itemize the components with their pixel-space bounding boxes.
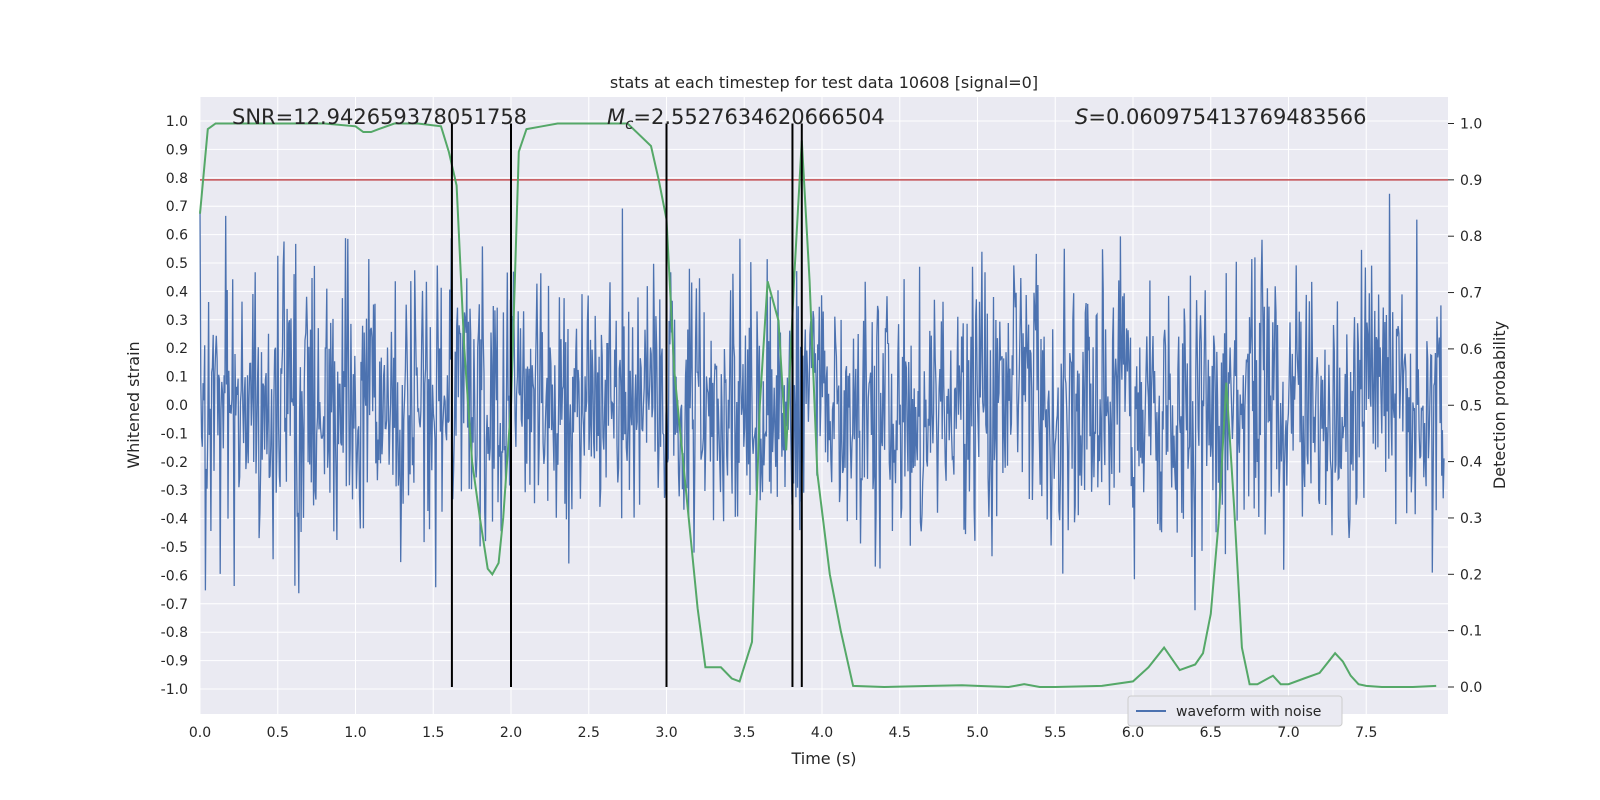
x-tick-label: 7.5 [1355,725,1377,741]
y-tick-label: 0.9 [166,142,188,158]
s-annotation: S=0.060975413769483566 [1075,105,1366,129]
chirp-mass-symbol: M [607,105,625,129]
y-tick-label: -0.5 [161,540,188,556]
y-tick-label: 0.3 [166,313,188,329]
chirp-mass-subscript: c [625,115,634,133]
y-tick-label: -0.9 [161,654,188,670]
y-axis-label: Whitened strain [124,341,143,468]
y-tick-label: 0.4 [166,284,188,300]
legend: waveform with noise [1127,695,1343,727]
y-tick-label: -0.3 [161,483,188,499]
y-right-tick-label: 0.1 [1460,624,1482,640]
y-right-tick-label: 0.0 [1460,680,1482,696]
y-tick-label: -0.2 [161,455,188,471]
y-right-tick-label: 0.3 [1460,511,1482,527]
s-value: =0.060975413769483566 [1088,105,1366,129]
chirp-mass-value: =2.5527634620666504 [633,105,884,129]
y-right-tick-label: 0.5 [1460,398,1482,414]
x-tick-label: 5.0 [966,725,988,741]
legend-box [1127,695,1343,727]
x-tick-label: 2.5 [578,725,600,741]
x-tick-label: 4.5 [889,725,911,741]
vertical-markers [450,123,803,687]
x-tick-label: 6.0 [1122,725,1144,741]
probability-line [199,122,1437,689]
x-tick-label: 0.5 [267,725,289,741]
y-axis-right-label: Detection probability [1490,321,1509,489]
y-tick-label: 0.0 [166,398,188,414]
y-tick-label: 1.0 [166,114,188,130]
y-tick-label: -0.8 [161,625,188,641]
y-tick-label: 0.7 [166,199,188,215]
y-tick-label: -0.7 [161,597,188,613]
y-right-tick-label: 1.0 [1460,117,1482,133]
probability-series [199,122,1448,689]
y-right-tick-label: 0.9 [1460,173,1482,189]
y-tick-label: 0.2 [166,341,188,357]
legend-label: waveform with noise [1176,704,1321,720]
x-axis-label: Time (s) [790,749,856,768]
x-tick-label: 7.0 [1277,725,1299,741]
y-tick-label: -1.0 [161,682,188,698]
x-tick-label: 1.0 [344,725,366,741]
y-tick-label: -0.4 [161,512,188,528]
axis-ticks: 0.0 0.5 1.0 1.5 2.0 2.5 3.0 3.5 4.0 4.5 5.0 5.5 6.0 6… [161,114,1483,741]
y-tick-label: 0.5 [166,256,188,272]
y-right-tick-label: 0.2 [1460,567,1482,583]
chart-title: stats at each timestep for test data 106… [610,73,1038,92]
y-right-tick-label: 0.8 [1460,229,1482,245]
y-right-tick-label: 0.7 [1460,286,1482,302]
y-tick-label: 0.1 [166,370,188,386]
x-tick-label: 5.5 [1044,725,1066,741]
y-tick-label: -0.1 [161,426,188,442]
y-tick-label: 0.8 [166,171,188,187]
chirp-mass-annotation: Mc=2.5527634620666504 [607,105,885,133]
x-tick-label: 1.5 [422,725,444,741]
x-tick-label: 4.0 [811,725,833,741]
y-tick-label: 0.6 [166,228,188,244]
y-right-tick-label: 0.6 [1460,342,1482,358]
x-tick-label: 6.5 [1200,725,1222,741]
y-right-tick-label: 0.4 [1460,455,1482,471]
x-tick-label: 0.0 [189,725,211,741]
x-tick-label: 2.0 [500,725,522,741]
x-tick-label: 3.5 [733,725,755,741]
x-tick-label: 3.0 [655,725,677,741]
snr-annotation: SNR=12.942659378051758 [232,105,527,129]
waveform-series [199,193,1445,611]
y-tick-label: -0.6 [161,568,188,584]
waveform-line [199,193,1445,611]
s-symbol: S [1075,105,1088,129]
